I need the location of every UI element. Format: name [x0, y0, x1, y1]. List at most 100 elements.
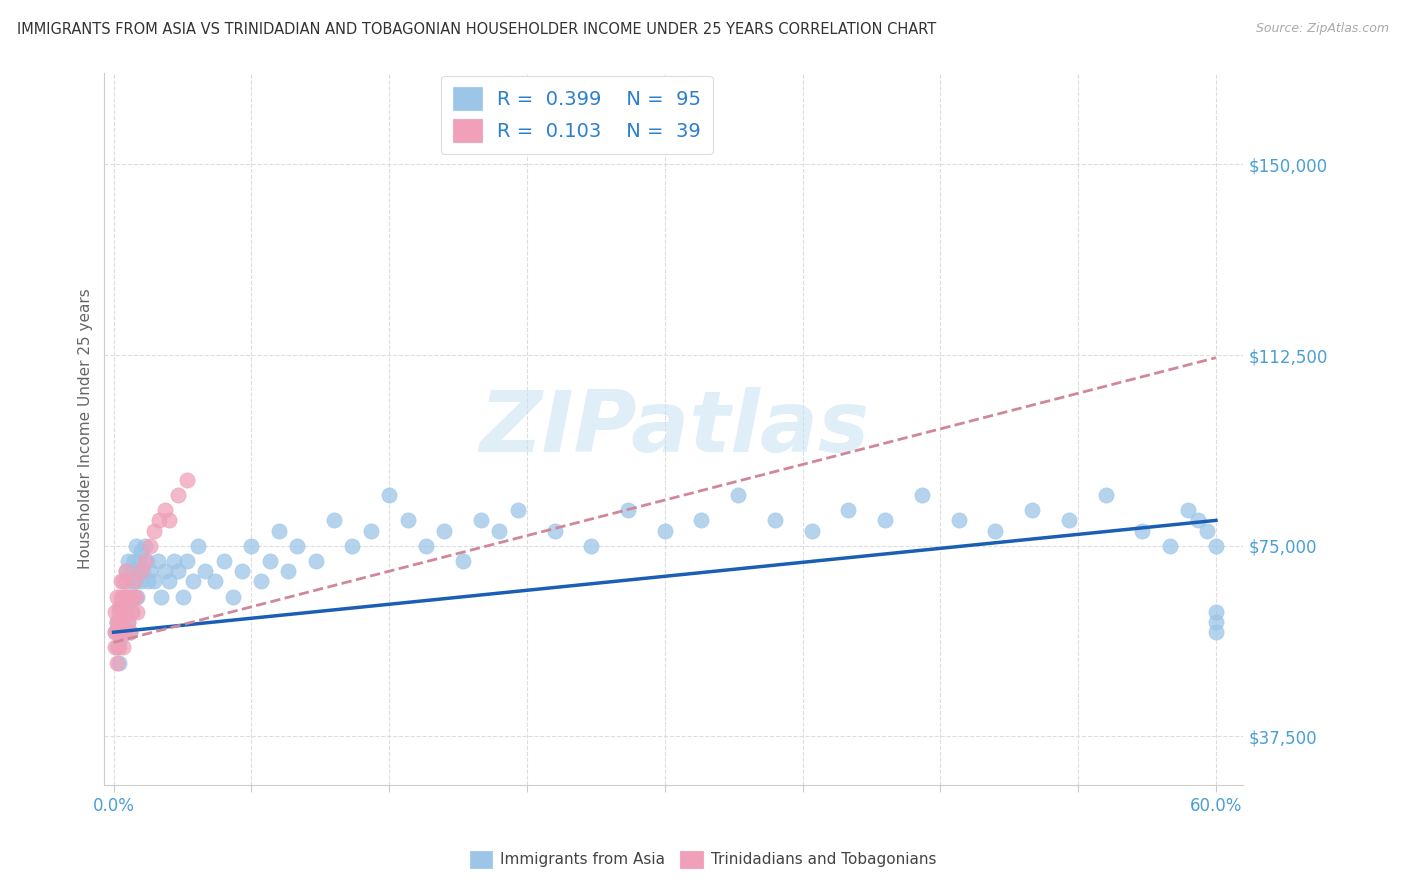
Point [581, 539, 603, 553]
Point [105, 615, 128, 629]
Text: Source: ZipAtlas.com: Source: ZipAtlas.com [1256, 22, 1389, 36]
Point [121, 590, 143, 604]
Point [122, 554, 145, 568]
Point [378, 488, 401, 502]
Point [110, 599, 132, 614]
Point [194, 564, 217, 578]
Point [163, 554, 186, 568]
Point [187, 539, 209, 553]
Point [114, 590, 136, 604]
Y-axis label: Householder Income Under 25 years: Householder Income Under 25 years [79, 288, 93, 569]
Point [305, 554, 328, 568]
Point [108, 599, 131, 614]
Point [129, 574, 152, 589]
Point [1205, 625, 1227, 640]
Point [1177, 503, 1199, 517]
Point [157, 574, 180, 589]
Point [1021, 503, 1043, 517]
Point [134, 539, 156, 553]
Point [111, 605, 134, 619]
Point [115, 590, 138, 604]
Point [124, 539, 146, 553]
Point [114, 625, 136, 640]
Point [115, 605, 138, 619]
Point [127, 605, 149, 619]
Point [285, 539, 308, 553]
Point [105, 656, 128, 670]
Point [143, 574, 166, 589]
Point [267, 524, 290, 538]
Point [153, 503, 176, 517]
Point [488, 524, 510, 538]
Point [396, 513, 419, 527]
Point [115, 564, 138, 578]
Point [114, 605, 136, 619]
Point [117, 590, 139, 604]
Point [231, 564, 253, 578]
Point [127, 564, 149, 578]
Point [875, 513, 897, 527]
Point [105, 640, 128, 655]
Point [111, 615, 134, 629]
Point [617, 503, 640, 517]
Legend: R =  0.399    N =  95, R =  0.103    N =  39: R = 0.399 N = 95, R = 0.103 N = 39 [441, 76, 713, 153]
Point [1205, 605, 1227, 619]
Point [323, 513, 346, 527]
Point [249, 574, 271, 589]
Point [240, 539, 263, 553]
Point [108, 615, 131, 629]
Point [111, 574, 134, 589]
Point [117, 590, 139, 604]
Point [139, 564, 162, 578]
Point [143, 524, 166, 538]
Point [277, 564, 299, 578]
Point [470, 513, 492, 527]
Point [135, 554, 157, 568]
Point [259, 554, 281, 568]
Point [148, 513, 170, 527]
Point [114, 599, 136, 614]
Point [111, 615, 134, 629]
Point [129, 544, 152, 558]
Point [181, 574, 204, 589]
Point [121, 564, 143, 578]
Point [1187, 513, 1209, 527]
Point [117, 615, 139, 629]
Point [167, 488, 190, 502]
Point [763, 513, 786, 527]
Point [153, 564, 176, 578]
Point [117, 615, 139, 629]
Point [451, 554, 474, 568]
Point [104, 605, 127, 619]
Point [948, 513, 970, 527]
Point [1159, 539, 1181, 553]
Point [176, 473, 198, 487]
Point [120, 590, 142, 604]
Point [415, 539, 437, 553]
Point [433, 524, 456, 538]
Text: IMMIGRANTS FROM ASIA VS TRINIDADIAN AND TOBAGONIAN HOUSEHOLDER INCOME UNDER 25 Y: IMMIGRANTS FROM ASIA VS TRINIDADIAN AND … [17, 22, 936, 37]
Point [128, 554, 150, 568]
Point [911, 488, 934, 502]
Point [108, 656, 131, 670]
Point [1205, 615, 1227, 629]
Point [134, 554, 156, 568]
Point [121, 605, 143, 619]
Text: ZIPatlas: ZIPatlas [479, 387, 869, 470]
Point [1205, 539, 1227, 553]
Point [111, 590, 134, 604]
Point [1195, 524, 1218, 538]
Point [690, 513, 713, 527]
Point [110, 625, 132, 640]
Point [727, 488, 749, 502]
Point [122, 574, 145, 589]
Point [176, 554, 198, 568]
Point [117, 554, 139, 568]
Point [104, 625, 127, 640]
Point [121, 574, 143, 589]
Point [105, 590, 128, 604]
Point [139, 539, 162, 553]
Point [104, 625, 127, 640]
Point [124, 574, 146, 589]
Point [115, 564, 138, 578]
